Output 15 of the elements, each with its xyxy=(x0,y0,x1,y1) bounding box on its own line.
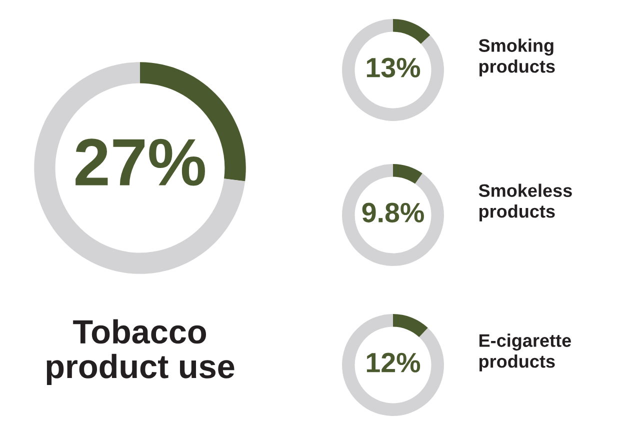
donut-slice xyxy=(342,314,444,416)
donut-slice xyxy=(393,164,422,184)
text: Smokeless products xyxy=(478,184,572,222)
donut-slice xyxy=(393,19,430,44)
donut-slice xyxy=(342,164,444,266)
text: Tobacco product use xyxy=(46,319,234,385)
text: E-cigarette products xyxy=(479,334,571,372)
data-label: 9.8% xyxy=(362,202,424,222)
donut-slice xyxy=(34,62,246,274)
data-label: 13% xyxy=(366,58,420,78)
data-label: 12% xyxy=(366,352,420,372)
donut-slice xyxy=(342,19,444,121)
data-label: 27% xyxy=(76,138,205,186)
text: Smoking products xyxy=(478,38,555,76)
donut-slice xyxy=(393,314,428,338)
